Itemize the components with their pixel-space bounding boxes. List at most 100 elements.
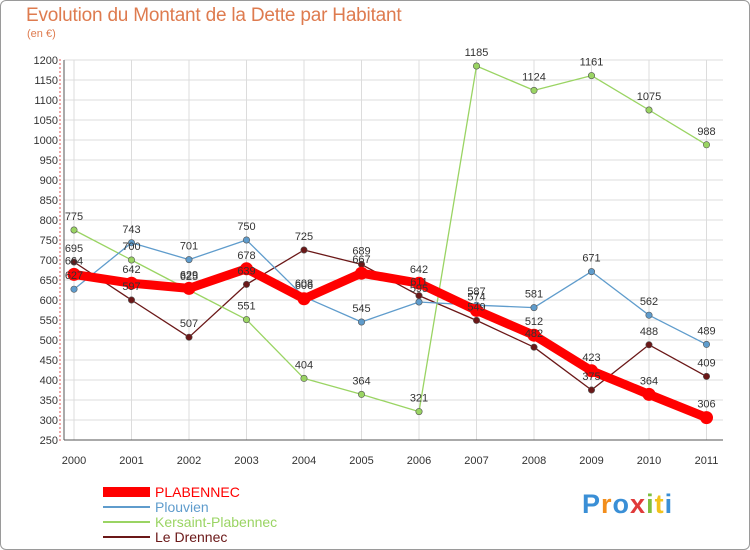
data-label-plabennec: 664	[65, 255, 83, 267]
legend-label-kersaint-plabennec: Kersaint-Plabennec	[155, 514, 277, 530]
y-tick-label: 1050	[34, 115, 58, 127]
data-point-kersaint-plabennec	[587, 72, 595, 80]
y-tick-label: 700	[40, 255, 58, 267]
y-tick-label: 1100	[34, 95, 58, 107]
data-point-plouvien	[185, 256, 193, 264]
y-tick-label: 900	[40, 175, 58, 187]
data-point-kersaint-plabennec	[702, 141, 710, 149]
data-point-plouvien	[530, 304, 538, 312]
x-tick-label: 2002	[177, 455, 201, 467]
data-point-kersaint-plabennec	[243, 316, 251, 324]
legend-label-le-drennec: Le Drennec	[155, 529, 227, 545]
data-point-kersaint-plabennec	[472, 62, 480, 70]
data-label-le-drennec: 507	[180, 318, 198, 330]
legend-label-plouvien: Plouvien	[155, 499, 209, 515]
x-tick-label: 2006	[407, 455, 431, 467]
data-point-kersaint-plabennec	[645, 106, 653, 114]
data-label-kersaint-plabennec: 404	[295, 359, 313, 371]
y-tick-label: 950	[40, 155, 58, 167]
data-label-plabennec: 364	[640, 375, 658, 387]
data-point-le-drennec	[300, 246, 308, 254]
data-label-le-drennec: 611	[410, 277, 428, 289]
data-label-plabennec: 667	[352, 254, 370, 266]
x-tick-label: 2007	[464, 455, 488, 467]
data-label-plabennec: 423	[582, 352, 600, 364]
x-tick-label: 2003	[234, 455, 258, 467]
data-point-le-drennec	[587, 386, 595, 394]
data-label-plouvien: 587	[467, 286, 485, 298]
data-point-plabennec	[527, 328, 541, 342]
data-point-le-drennec	[243, 280, 251, 288]
y-tick-label: 350	[40, 395, 58, 407]
data-label-plabennec: 306	[697, 399, 715, 411]
y-tick-label: 800	[40, 215, 58, 227]
data-label-kersaint-plabennec: 988	[697, 126, 715, 138]
data-label-plouvien: 701	[180, 241, 198, 253]
y-tick-label: 600	[40, 295, 58, 307]
y-tick-label: 1000	[34, 135, 58, 147]
data-label-plabennec: 642	[122, 264, 140, 276]
y-tick-label: 500	[40, 335, 58, 347]
x-tick-label: 2011	[695, 455, 719, 467]
data-point-plabennec	[182, 281, 196, 295]
data-point-le-drennec	[472, 316, 480, 324]
data-label-le-drennec: 488	[640, 326, 658, 338]
data-point-plabennec	[470, 303, 483, 317]
data-label-kersaint-plabennec: 321	[410, 393, 428, 405]
data-label-plouvien: 595	[410, 283, 428, 295]
data-label-le-drennec: 695	[65, 243, 83, 255]
data-label-le-drennec: 725	[295, 231, 313, 243]
x-tick-label: 2008	[522, 455, 546, 467]
data-label-kersaint-plabennec: 625	[180, 271, 198, 283]
series-line-plouvien	[73, 239, 708, 346]
data-point-le-drennec	[645, 341, 653, 349]
data-point-plabennec	[355, 266, 368, 280]
data-point-plouvien	[587, 268, 595, 276]
data-point-plabennec	[642, 387, 656, 401]
y-tick-label: 650	[40, 275, 58, 287]
data-point-le-drennec	[70, 258, 78, 266]
data-point-plouvien	[128, 239, 136, 247]
data-point-kersaint-plabennec	[357, 390, 365, 398]
data-label-plouvien: 608	[295, 278, 313, 290]
data-point-le-drennec	[702, 372, 710, 380]
data-label-le-drennec: 597	[122, 281, 140, 293]
data-label-plouvien: 671	[582, 253, 600, 265]
data-label-plabennec: 606	[295, 280, 313, 292]
legend-label-plabennec: PLABENNEC	[155, 484, 240, 500]
data-point-kersaint-plabennec	[415, 408, 423, 416]
x-tick-label: 2010	[637, 455, 661, 467]
y-tick-label: 300	[40, 415, 58, 427]
data-label-plouvien: 489	[697, 325, 715, 337]
data-label-plabennec: 678	[237, 250, 255, 262]
data-point-plouvien	[702, 340, 710, 348]
data-label-kersaint-plabennec: 1124	[522, 71, 546, 83]
y-tick-label: 1200	[34, 55, 58, 67]
legend-swatch-kersaint-plabennec	[103, 521, 150, 523]
x-tick-label: 2001	[119, 455, 143, 467]
x-tick-label: 2004	[292, 455, 316, 467]
data-point-kersaint-plabennec	[530, 86, 538, 94]
data-point-plabennec	[67, 267, 81, 281]
proxiti-logo: Proxiti	[582, 489, 674, 519]
data-label-kersaint-plabennec: 551	[237, 301, 255, 313]
data-point-plouvien	[415, 298, 423, 306]
chart-unit: (en €)	[27, 28, 56, 40]
data-label-kersaint-plabennec: 1161	[580, 57, 604, 69]
data-point-plabennec	[240, 262, 253, 276]
data-label-kersaint-plabennec: 700	[122, 241, 140, 253]
x-tick-label: 2005	[349, 455, 373, 467]
data-point-kersaint-plabennec	[70, 226, 78, 234]
data-label-plouvien: 581	[525, 289, 543, 301]
y-tick-label: 550	[40, 315, 58, 327]
y-tick-label: 750	[40, 235, 58, 247]
data-label-plouvien: 627	[65, 270, 83, 282]
data-label-kersaint-plabennec: 1185	[465, 47, 489, 59]
data-point-plabennec	[585, 364, 598, 378]
chart-title: Evolution du Montant de la Dette par Hab…	[26, 5, 402, 26]
data-point-plabennec	[297, 292, 311, 306]
data-label-le-drennec: 689	[352, 245, 370, 257]
y-tick-label: 250	[40, 435, 58, 447]
series-line-plabennec	[69, 264, 711, 423]
data-point-plabennec	[125, 276, 138, 290]
